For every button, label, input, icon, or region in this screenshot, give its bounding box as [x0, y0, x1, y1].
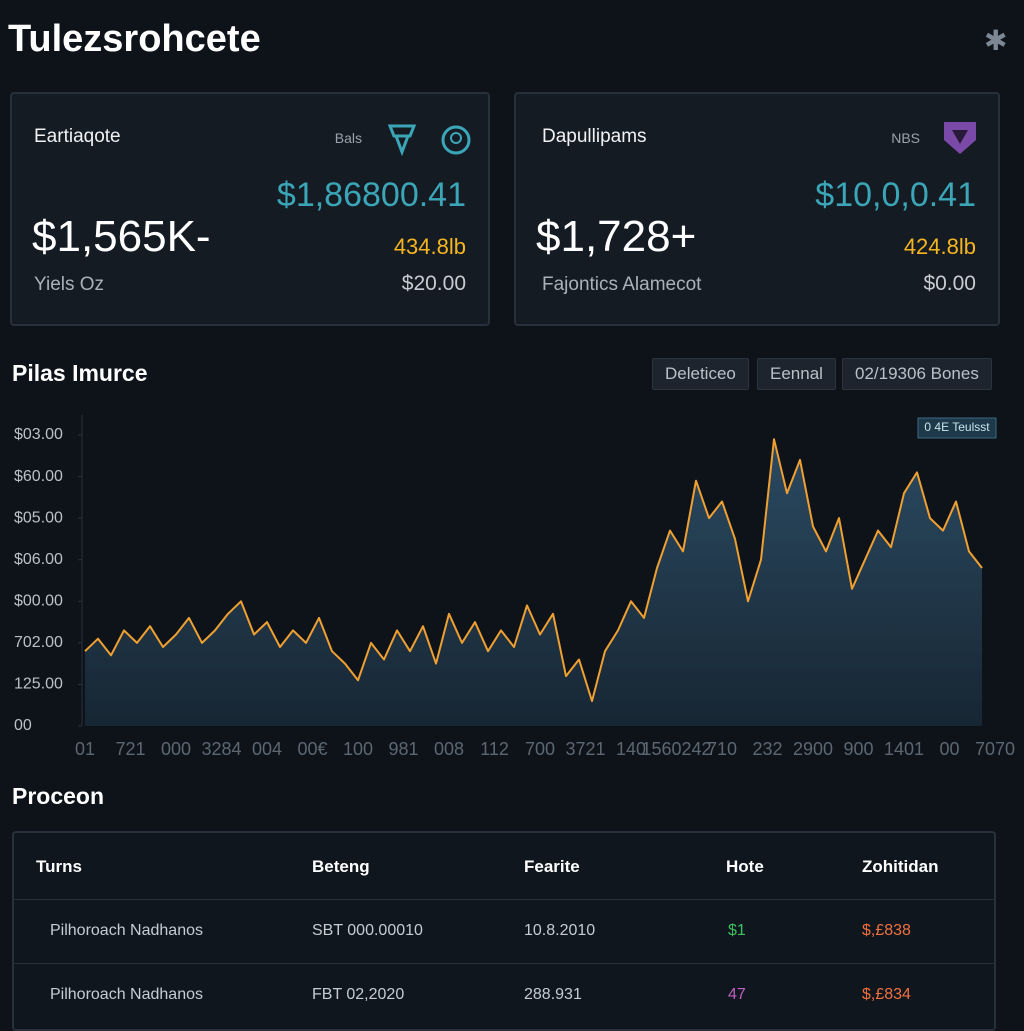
cell: 47 — [728, 986, 746, 1003]
column-header[interactable]: Fearite — [524, 857, 580, 876]
cell: SBT 000.00010 — [312, 922, 423, 939]
column-header[interactable]: Zohitidan — [862, 857, 939, 876]
card-label: Fajontics Alamecot — [542, 274, 702, 295]
stat-card: Eartiaqote Bals $1,86800.41 $1,565K- 434… — [10, 92, 490, 326]
card-icons — [387, 124, 471, 156]
column-header[interactable]: Turns — [36, 857, 82, 876]
y-tick-label: $60.00 — [14, 468, 63, 485]
card-amount: $20.00 — [401, 272, 466, 295]
cell: 288.931 — [524, 986, 582, 1003]
x-tick-label: 140 — [616, 739, 646, 759]
card-weight: 434.8lb — [393, 234, 466, 259]
tab[interactable]: Deleticeo — [652, 358, 749, 390]
table-row[interactable]: Pilhoroach Nadhanos SBT 000.00010 10.8.2… — [14, 899, 994, 964]
x-tick-label: 100 — [343, 739, 373, 759]
cell: Pilhoroach Nadhanos — [50, 922, 203, 939]
x-tick-label: 3284 — [201, 739, 241, 759]
stat-card: Dapullipams NBS $10,0,0.41 $1,728+ 424.8… — [514, 92, 1000, 326]
x-tick-label: 7070 — [975, 739, 1015, 759]
cell: $,£834 — [862, 986, 911, 1003]
column-header[interactable]: Hote — [726, 857, 764, 876]
x-tick-label: 00 — [939, 739, 959, 759]
tab[interactable]: Eennal — [757, 358, 836, 390]
card-tag: NBS — [891, 130, 920, 146]
card-highlight: $1,86800.41 — [276, 176, 466, 214]
x-tick-label: 112 — [480, 739, 509, 759]
section-title: Pilas Imurce — [12, 360, 148, 386]
cell: $1 — [728, 922, 746, 939]
card-label: Yiels Oz — [34, 274, 105, 295]
table-title: Proceon — [12, 783, 105, 809]
x-tick-label: 2900 — [793, 739, 833, 759]
x-tick-label: 000 — [161, 739, 191, 759]
x-tick-label: 700 — [525, 739, 555, 759]
cell: $,£838 — [862, 922, 911, 939]
y-tick-label: 00 — [14, 717, 32, 734]
settings-icon[interactable]: ✱ — [984, 25, 1008, 56]
tab[interactable]: 02/19306 Bones — [842, 358, 992, 390]
card-title: Eartiaqote — [34, 126, 121, 147]
card-highlight: $10,0,0.41 — [815, 176, 976, 214]
x-tick-label: 01 — [75, 739, 95, 759]
price-chart: 0 4E Teulsst 00 125.00 702.00 $00.00 $06.00 $… — [14, 415, 1015, 759]
price-line — [84, 438, 983, 703]
tooltip-box — [917, 417, 997, 439]
area-fill — [85, 439, 982, 726]
y-tick-label: $00.00 — [14, 593, 63, 610]
card-weight: 424.8lb — [903, 234, 976, 259]
x-tick-label: 004 — [252, 739, 282, 759]
x-tick-label: 1401 — [884, 739, 924, 759]
x-tick-label: 981 — [388, 739, 418, 759]
card-tag: Bals — [334, 130, 362, 146]
x-tick-label: 710 — [707, 739, 737, 759]
cell: FBT 02,2020 — [312, 986, 405, 1003]
card-amount: $0.00 — [923, 272, 976, 295]
card-icon — [944, 122, 976, 154]
card-title: Dapullipams — [542, 126, 647, 147]
x-tick-label: 3721 — [565, 739, 605, 759]
x-tick-label: 721 — [115, 739, 145, 759]
card-value: $1,728+ — [536, 212, 697, 261]
x-tick-label: 008 — [434, 739, 464, 759]
y-tick-label: 702.00 — [14, 634, 63, 651]
app-title: Tulezsrohcete — [8, 18, 261, 60]
x-tick-label: 232 — [752, 739, 782, 759]
table-row[interactable]: Pilhoroach Nadhanos FBT 02,2020 288.931 … — [14, 963, 994, 1028]
cell: Pilhoroach Nadhanos — [50, 986, 203, 1003]
data-table: Turns Beteng Fearite Hote Zohitidan Pilh… — [12, 831, 996, 1031]
card-value: $1,565K- — [32, 212, 211, 261]
y-tick-label: 125.00 — [14, 676, 63, 693]
column-header[interactable]: Beteng — [312, 857, 370, 876]
y-tick-label: $05.00 — [14, 509, 63, 526]
x-tick-label: 00€ — [297, 739, 327, 759]
cell: 10.8.2010 — [524, 922, 596, 939]
y-tick-label: $03.00 — [14, 426, 63, 443]
x-tick-label: 900 — [843, 739, 873, 759]
y-tick-label: $06.00 — [14, 551, 63, 568]
x-tick-label: 1560242 — [641, 739, 711, 759]
tooltip-text: 0 4E Teulsst — [924, 420, 990, 434]
